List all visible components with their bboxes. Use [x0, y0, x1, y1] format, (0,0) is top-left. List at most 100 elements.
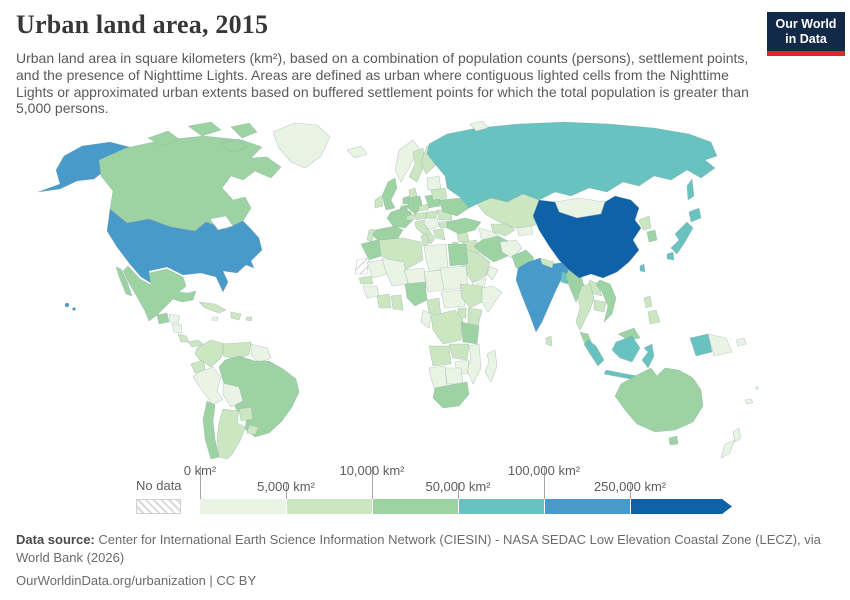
country-fiji[interactable]: [755, 386, 759, 390]
country-ireland[interactable]: [374, 195, 384, 209]
country-japan-kyushu[interactable]: [666, 251, 675, 261]
country-congo[interactable]: [420, 309, 432, 329]
country-senegal[interactable]: [358, 275, 374, 285]
country-sri-lanka[interactable]: [545, 335, 553, 347]
country-baltics[interactable]: [426, 175, 442, 191]
country-png-new-britain[interactable]: [735, 337, 747, 347]
country-argentina[interactable]: [216, 408, 246, 460]
country-nepal[interactable]: [539, 257, 555, 269]
country-japan-honshu[interactable]: [670, 221, 694, 255]
country-zambia[interactable]: [448, 343, 470, 361]
country-ethiopia[interactable]: [459, 283, 487, 309]
country-ivory-coast[interactable]: [376, 293, 392, 309]
country-australia[interactable]: [614, 367, 704, 433]
country-new-zealand-north[interactable]: [732, 427, 742, 443]
country-syria[interactable]: [456, 231, 470, 243]
country-canada-arctic1[interactable]: [147, 130, 180, 147]
legend-bin-2[interactable]: [286, 499, 372, 514]
country-norway[interactable]: [394, 139, 420, 183]
country-kyrgyzstan[interactable]: [516, 225, 534, 237]
country-france[interactable]: [386, 207, 414, 229]
country-puerto-rico[interactable]: [245, 316, 253, 322]
country-botswana[interactable]: [444, 367, 464, 385]
country-iceland[interactable]: [346, 145, 368, 159]
country-tanzania[interactable]: [460, 321, 480, 345]
country-svalbard[interactable]: [469, 120, 489, 132]
country-drc[interactable]: [430, 309, 464, 345]
country-japan-hokkaido[interactable]: [688, 207, 702, 223]
country-algeria[interactable]: [378, 237, 424, 271]
country-cuba[interactable]: [198, 301, 227, 314]
country-denmark[interactable]: [408, 187, 418, 199]
country-libya[interactable]: [423, 243, 449, 273]
country-uk[interactable]: [381, 177, 398, 211]
legend-bin-5[interactable]: [544, 499, 630, 514]
country-portugal[interactable]: [366, 228, 375, 243]
country-canada-arctic2[interactable]: [187, 121, 222, 137]
country-mexico[interactable]: [122, 265, 197, 322]
country-egypt[interactable]: [447, 243, 469, 267]
country-indonesia-sumatra[interactable]: [583, 339, 605, 367]
country-madagascar[interactable]: [484, 349, 498, 383]
country-costa-rica[interactable]: [177, 333, 190, 343]
country-bolivia[interactable]: [222, 382, 244, 408]
country-tunisia[interactable]: [420, 233, 430, 247]
country-new-caledonia[interactable]: [744, 398, 754, 405]
country-peru[interactable]: [192, 366, 224, 406]
country-honduras[interactable]: [168, 313, 181, 324]
country-ghana[interactable]: [390, 294, 404, 311]
country-hungary[interactable]: [425, 210, 438, 219]
legend-no-data-swatch[interactable]: [136, 499, 181, 514]
country-mali[interactable]: [381, 257, 409, 287]
country-greenland[interactable]: [272, 122, 331, 169]
country-afghanistan[interactable]: [499, 239, 523, 259]
country-jamaica[interactable]: [211, 316, 219, 322]
footer-link-line[interactable]: OurWorldinData.org/urbanization | CC BY: [16, 573, 257, 589]
country-canada-arctic3[interactable]: [230, 122, 258, 139]
country-belarus[interactable]: [430, 187, 448, 201]
country-western-sahara[interactable]: [354, 257, 370, 275]
country-oman[interactable]: [486, 265, 499, 281]
country-indonesia-sulawesi[interactable]: [641, 343, 655, 369]
country-guyanas[interactable]: [250, 343, 272, 364]
country-nigeria[interactable]: [404, 281, 428, 307]
legend-bin-6[interactable]: [630, 499, 716, 514]
country-mozambique[interactable]: [466, 343, 482, 385]
country-ecuador[interactable]: [190, 359, 206, 374]
country-thailand[interactable]: [575, 283, 595, 331]
country-philippines-luzon[interactable]: [643, 295, 653, 309]
country-uruguay[interactable]: [246, 424, 260, 436]
country-vietnam[interactable]: [595, 279, 617, 323]
country-cambodia[interactable]: [593, 299, 607, 313]
country-chile[interactable]: [202, 400, 220, 460]
legend-bin-3[interactable]: [372, 499, 458, 514]
country-hispaniola[interactable]: [230, 311, 242, 321]
country-switzerland[interactable]: [405, 213, 416, 221]
country-guatemala[interactable]: [156, 312, 170, 325]
country-hawaii-usa[interactable]: [64, 302, 70, 308]
country-mexico-baja[interactable]: [115, 266, 133, 297]
country-new-zealand-south[interactable]: [720, 439, 736, 459]
country-nicaragua[interactable]: [171, 323, 183, 334]
country-north-korea[interactable]: [638, 215, 652, 231]
country-turkey[interactable]: [446, 217, 482, 235]
country-taiwan[interactable]: [639, 263, 646, 273]
country-paraguay[interactable]: [238, 406, 254, 422]
country-papua-new-guinea[interactable]: [707, 333, 733, 357]
country-kenya[interactable]: [467, 307, 483, 327]
country-ukraine[interactable]: [438, 197, 470, 217]
country-russia[interactable]: [426, 121, 718, 209]
country-canada[interactable]: [98, 135, 282, 232]
country-russia-sakhalin[interactable]: [686, 178, 695, 201]
country-guinea[interactable]: [362, 285, 380, 299]
country-canada-arctic4[interactable]: [220, 138, 248, 153]
country-sweden[interactable]: [408, 147, 426, 183]
country-usa[interactable]: [106, 208, 263, 293]
country-central-african-republic[interactable]: [440, 289, 466, 309]
country-italy[interactable]: [414, 219, 436, 245]
country-angola[interactable]: [428, 345, 452, 367]
country-south-africa[interactable]: [432, 381, 470, 409]
legend-bin-1[interactable]: [200, 499, 286, 514]
country-uzbekistan[interactable]: [490, 223, 516, 237]
country-south-korea[interactable]: [646, 229, 658, 243]
